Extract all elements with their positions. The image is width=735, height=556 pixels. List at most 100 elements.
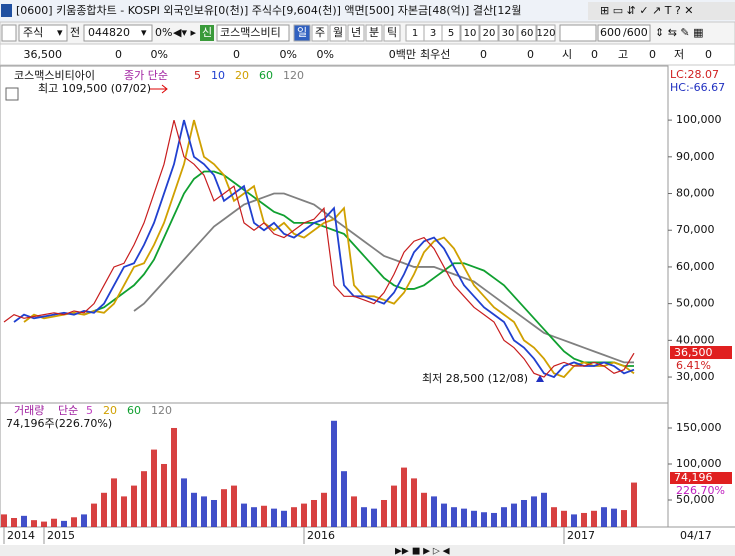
info-value: 최우선 <box>420 48 450 61</box>
volume-bar <box>21 515 27 527</box>
dropdown[interactable]: ▾ <box>57 26 63 39</box>
count[interactable]: 600 <box>600 26 621 39</box>
volume-bar <box>101 492 107 527</box>
window-title: [0600] 키움종합차트 - KOSPI 외국인보유[0(천)] 주식수[9,… <box>16 3 522 17</box>
period-button[interactable] <box>347 24 365 42</box>
chart-title: 코스맥스비티아이 <box>14 69 95 82</box>
interval[interactable]: 3 <box>430 28 436 39</box>
info-value: 0 <box>527 48 534 61</box>
legend-entry: 120 <box>283 69 304 82</box>
period[interactable]: 분 <box>369 26 379 39</box>
y-tick-label: 40,000 <box>676 333 715 346</box>
volume-bar <box>291 507 297 527</box>
x-tick-label: 2015 <box>47 529 75 542</box>
period[interactable]: 일 <box>297 25 307 39</box>
volume-bar <box>81 514 87 527</box>
new-badge[interactable]: 신 <box>202 26 212 39</box>
interval-button[interactable] <box>479 24 499 42</box>
interval-button[interactable] <box>536 24 556 42</box>
market[interactable]: 주식 <box>23 26 43 39</box>
volume-bar <box>341 471 347 527</box>
interval[interactable]: 10 <box>464 28 477 39</box>
total: /600 <box>623 26 648 39</box>
period[interactable]: 주 <box>315 26 325 39</box>
y-tick-label: 30,000 <box>676 370 715 383</box>
code-input[interactable] <box>83 24 153 42</box>
icon[interactable]: ⇕ ⇆ ✎ ▦ <box>655 26 704 39</box>
period-button[interactable] <box>293 24 311 42</box>
period[interactable]: 년 <box>351 26 361 39</box>
title-bar <box>0 0 735 22</box>
volume-bar <box>551 507 557 527</box>
interval-button[interactable] <box>441 24 461 42</box>
volume-bar <box>61 520 67 527</box>
interval[interactable]: 5 <box>448 28 454 39</box>
volume-bar <box>431 496 437 527</box>
interval-button[interactable] <box>460 24 480 42</box>
volume-bar <box>471 510 477 527</box>
interval[interactable]: 30 <box>502 28 515 39</box>
last-price: 36,500 <box>674 346 713 359</box>
info-value: 36,500 <box>24 48 63 61</box>
high-label: 최고 109,500 (07/02) <box>38 82 151 95</box>
period[interactable]: 월 <box>333 26 343 39</box>
interval[interactable]: 60 <box>521 28 534 39</box>
dropdown[interactable]: ▾ <box>141 26 147 39</box>
info-value: 0백만 <box>389 48 416 61</box>
volume-bar <box>441 503 447 527</box>
chart-title: 거래량 <box>14 404 44 417</box>
period-button[interactable] <box>365 24 383 42</box>
grid-button[interactable] <box>1 24 17 42</box>
low-label: 최저 28,500 (12/08) <box>422 372 528 385</box>
x-tick-label: 2016 <box>307 529 335 542</box>
scrollbar[interactable] <box>0 545 735 556</box>
volume-bar <box>361 507 367 527</box>
volume-ratio: 226.70% <box>676 484 725 497</box>
input-box[interactable] <box>559 24 597 42</box>
lc-label: LC:28.07 <box>670 68 719 81</box>
interval-button[interactable] <box>498 24 518 42</box>
market-select[interactable] <box>18 24 68 42</box>
period[interactable]: 틱 <box>387 26 397 39</box>
legend-prefix: 종가 단순 <box>124 69 168 82</box>
prev[interactable]: 전 <box>70 26 80 39</box>
volume-bar <box>231 485 237 527</box>
code[interactable]: 044820 <box>88 26 130 39</box>
scroll-controls[interactable]: ▶▶ ■ ▶ ▷ ◀ <box>395 547 450 556</box>
volume-bar <box>451 507 457 527</box>
volume-bar <box>151 449 157 527</box>
y-tick-label: 70,000 <box>676 223 715 236</box>
info-value: 0% <box>280 48 297 61</box>
info-value: 0 <box>480 48 487 61</box>
x-tick-label: 2014 <box>7 529 35 542</box>
count-box[interactable] <box>597 24 651 42</box>
period-button[interactable] <box>383 24 401 42</box>
volume-bar <box>301 503 307 527</box>
last-price-box <box>670 346 732 359</box>
volume-bar <box>311 499 317 527</box>
volume-bar <box>491 512 497 527</box>
period-button[interactable] <box>329 24 347 42</box>
low-arrow <box>536 375 544 382</box>
window-icon <box>1 4 12 17</box>
legend-entry: 60 <box>127 404 141 417</box>
settings-icon[interactable] <box>5 87 19 101</box>
volume-bar <box>271 508 277 527</box>
info-value: 0 <box>233 48 240 61</box>
info-value: 0% <box>151 48 168 61</box>
interval[interactable]: 1 <box>412 28 418 39</box>
interval[interactable]: 120 <box>536 28 555 39</box>
volume-bar <box>501 507 507 527</box>
volume-bar <box>511 503 517 527</box>
volume-bar <box>31 520 37 527</box>
interval-button[interactable] <box>517 24 537 42</box>
interval[interactable]: 20 <box>483 28 496 39</box>
badge[interactable] <box>200 25 214 41</box>
volume-bar <box>1 514 7 527</box>
window-buttons[interactable] <box>588 2 735 20</box>
icon[interactable]: ◀▾ ▸ <box>173 26 196 39</box>
period-button[interactable] <box>311 24 329 42</box>
volume-bar <box>421 492 427 527</box>
icon[interactable]: ⊞ ▭ ⇵ ✓ ↗ T ? ✕ <box>600 4 694 17</box>
